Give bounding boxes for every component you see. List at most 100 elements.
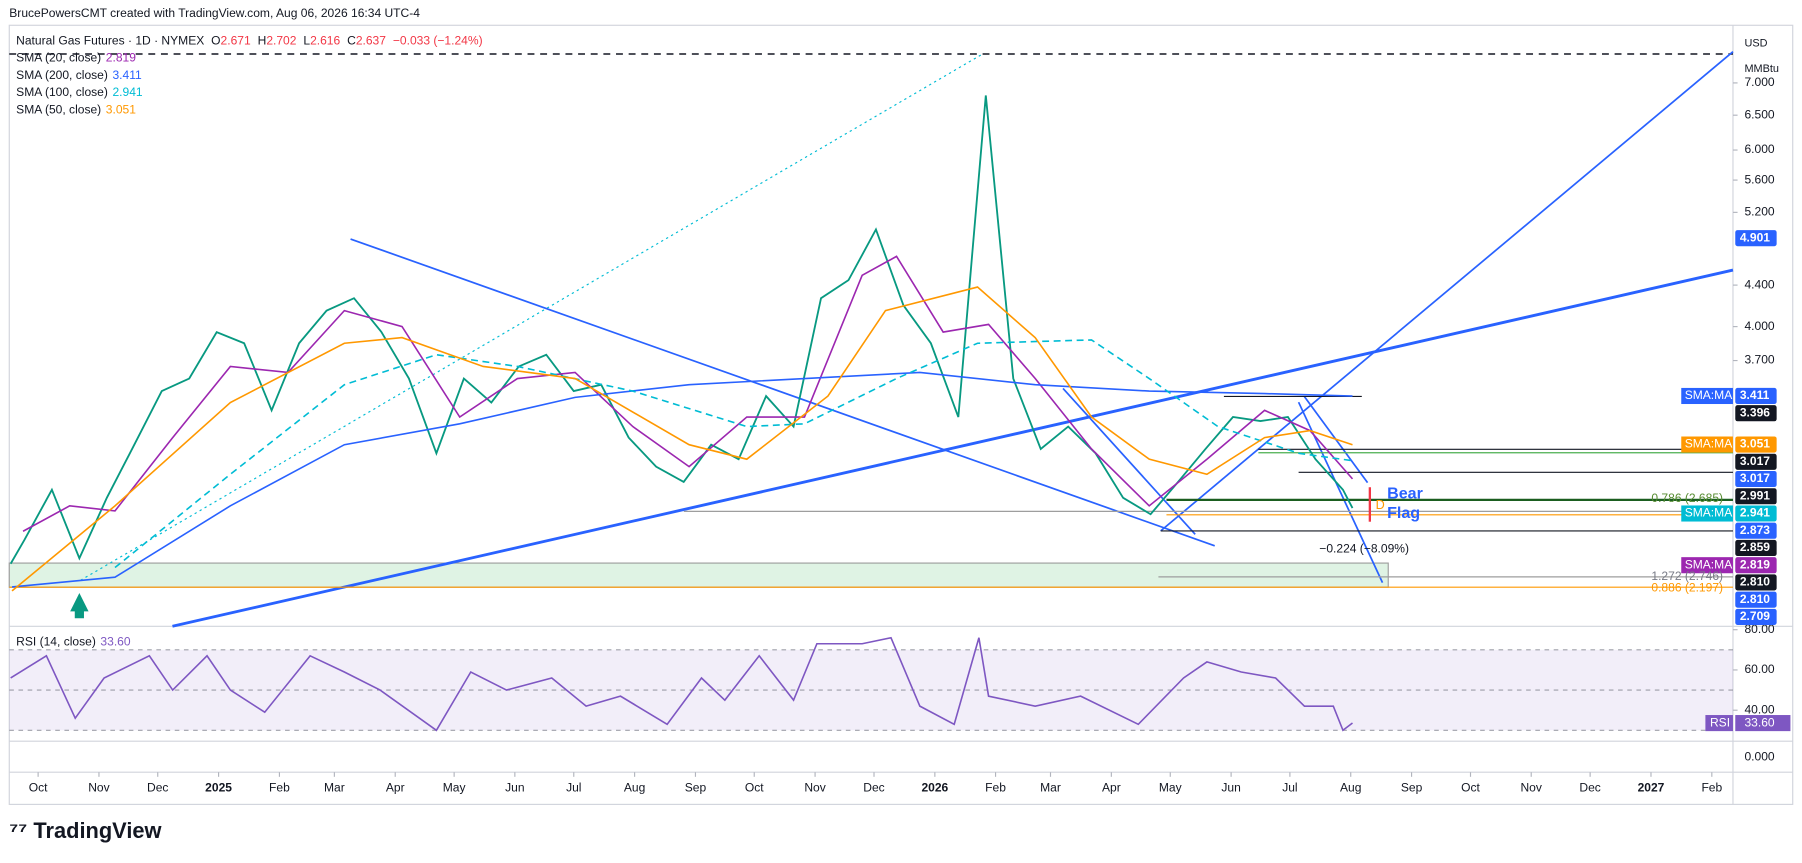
tag-box [1705, 715, 1733, 732]
price-box [1735, 405, 1777, 422]
price-box-label: 2.859 [1740, 540, 1770, 554]
annotation: 1.272 (2.746) [1651, 569, 1723, 583]
x-tick-label: Jul [566, 780, 581, 794]
price-box-label: 2.709 [1740, 609, 1770, 623]
x-tick-label: Jun [1221, 780, 1240, 794]
sma-line [11, 286, 1353, 592]
x-tick-label: Mar [324, 780, 345, 794]
y-tick-label: 3.700 [1744, 353, 1774, 367]
price-box-label: 2.819 [1740, 557, 1770, 571]
indicator-value: 2.941 [112, 85, 142, 99]
indicator-value: 2.819 [106, 51, 136, 65]
indicator-value: 3.411 [112, 68, 142, 82]
price-box-label: 2.991 [1740, 488, 1770, 502]
x-tick-label: Sep [685, 780, 707, 794]
symbol-legend: Natural Gas Futures · 1D · NYMEX O2.671 H 2… [16, 34, 482, 48]
price-box [1735, 488, 1777, 505]
x-tick-label: Feb [985, 780, 1006, 794]
indicator-name: SMA (200, close) [16, 68, 108, 82]
price-box-label: 2.810 [1740, 592, 1770, 606]
tag-box [1681, 436, 1733, 453]
x-tick-label: Jul [1282, 780, 1297, 794]
price-box [1735, 387, 1777, 405]
ohlc-key: O [211, 34, 220, 48]
x-tick-label: Feb [269, 780, 290, 794]
unit: USD [1744, 38, 1767, 50]
sma-line [11, 371, 1353, 588]
x-tick-label: Nov [804, 780, 825, 794]
x-tick-label: 2026 [921, 780, 948, 794]
credit: BrucePowersCMT created with TradingView.… [9, 6, 420, 20]
price-box-label: 33.60 [1744, 715, 1774, 729]
indicator-legend: SMA (100, close) 2.941 [16, 85, 143, 99]
price-box [1735, 715, 1791, 732]
x-tick-label: Nov [1520, 780, 1541, 794]
symbol-title: Natural Gas Futures · 1D · NYMEX [16, 34, 204, 48]
x-tick-label: Oct [745, 780, 764, 794]
tag-label: SMA:MA [1685, 437, 1733, 451]
indicator-legend: SMA (200, close) 3.411 [16, 68, 142, 82]
unit: MMBtu [1744, 63, 1779, 75]
ohlc-key: H [258, 34, 267, 48]
price-box [1735, 522, 1777, 539]
indicator-name: SMA (100, close) [16, 85, 108, 99]
frame [8, 24, 1794, 805]
x-tick-label: 2027 [1638, 780, 1665, 794]
tag-box [1681, 505, 1733, 522]
y-tick-label: 60.00 [1744, 662, 1774, 676]
price-box [1735, 453, 1777, 470]
rsi-line [10, 636, 1353, 732]
y-tick-label: 4.400 [1744, 277, 1774, 291]
x-tick-label: Aug [1340, 780, 1361, 794]
y-tick-label: 4.000 [1744, 319, 1774, 333]
price-box-label: 2.941 [1740, 506, 1770, 520]
tag-box [1681, 557, 1733, 574]
ohlc-value: 2.671 [221, 34, 251, 48]
x-tick-label: Sep [1401, 780, 1423, 794]
indicator-name: SMA (20, close) [16, 51, 101, 65]
x-tick-label: Oct [1461, 780, 1480, 794]
price-box [1735, 557, 1777, 574]
x-tick-label: Dec [1579, 780, 1600, 794]
x-tick-label: Jun [505, 780, 524, 794]
drawings [8, 51, 1734, 628]
indicator-value: 3.051 [106, 103, 136, 117]
rsi-legend: RSI (14, close) 33.60 [16, 635, 131, 649]
x-tick-label: Dec [147, 780, 168, 794]
price-box [1735, 591, 1777, 608]
zone [8, 562, 1389, 588]
x-tick-label: May [443, 780, 466, 794]
price-box-label: 2.873 [1740, 523, 1770, 537]
tag-label: SMA:MA [1685, 557, 1733, 571]
y-tick-label: 5.200 [1744, 205, 1774, 219]
indicator-legend: SMA (20, close) 2.819 [16, 51, 136, 65]
rsi-value: 33.60 [100, 635, 130, 649]
annotation: Bear [1387, 484, 1423, 502]
ohlc-value: 2.616 [310, 34, 340, 48]
sma-line [114, 339, 1353, 569]
price-box [1735, 608, 1777, 625]
price-line [9, 95, 1354, 565]
price-box-label: 3.017 [1740, 454, 1770, 468]
x-tick-label: Mar [1040, 780, 1061, 794]
y-tick-label: 80.00 [1744, 622, 1774, 636]
y-tick-label: 6.500 [1744, 107, 1774, 121]
price-box-label: 3.017 [1740, 471, 1770, 485]
price-box-label: 2.810 [1740, 575, 1770, 589]
price-box-label: 4.901 [1740, 230, 1770, 244]
annotation: −0.224 (−8.09%) [1319, 541, 1409, 555]
price-box [1735, 505, 1777, 522]
brand-name: TradingView [33, 818, 162, 843]
x-tick-label: Oct [29, 780, 48, 794]
annotation: D [1376, 498, 1385, 512]
y-tick-label: 5.600 [1744, 172, 1774, 186]
price-box [1735, 539, 1777, 557]
ohlc-key: L [303, 34, 310, 48]
brand: ⁷⁷ TradingView [9, 818, 162, 843]
price-box-label: 3.051 [1740, 437, 1770, 451]
ohlc-key: C [347, 34, 356, 48]
x-tick-label: Nov [88, 780, 109, 794]
y-tick-label: 0.000 [1744, 749, 1774, 763]
